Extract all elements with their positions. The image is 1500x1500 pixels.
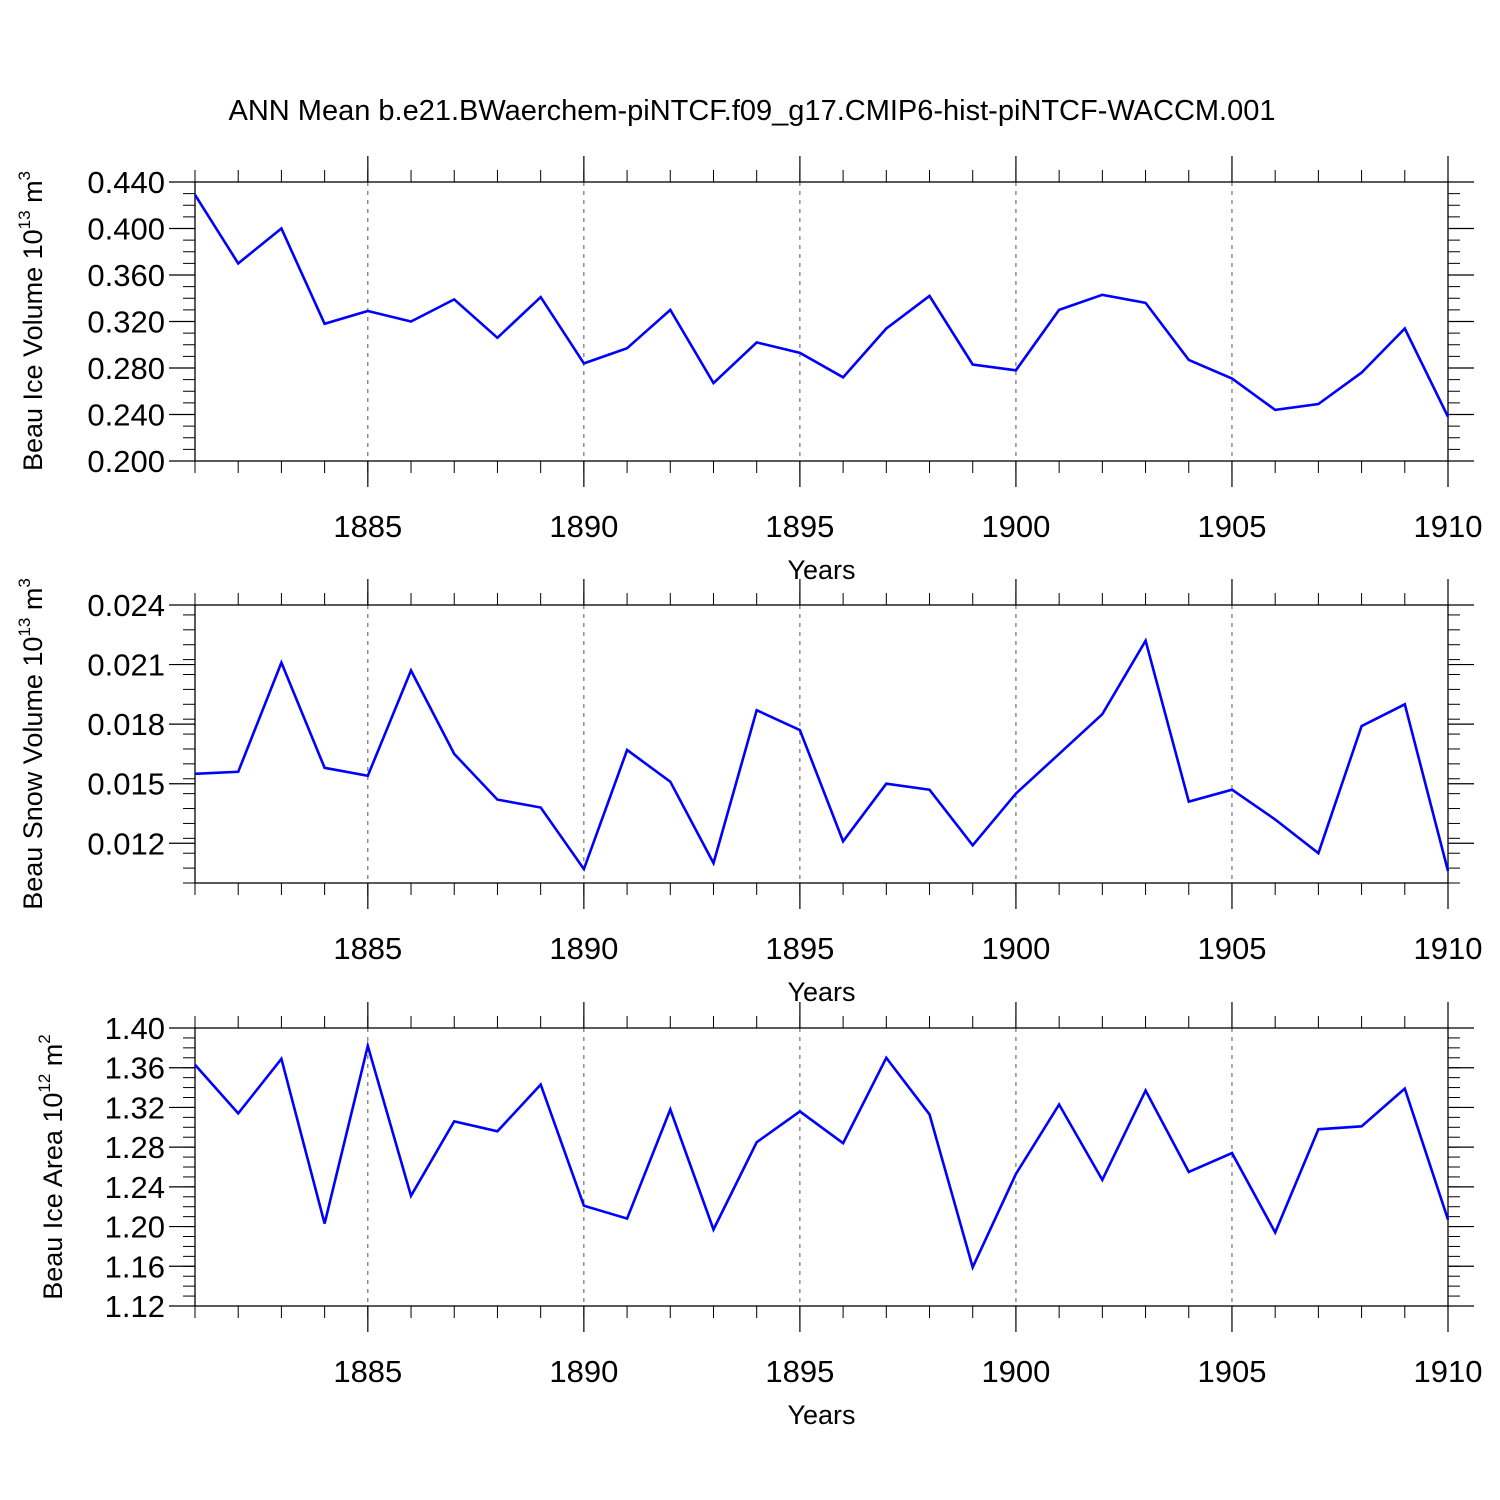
y-tick-label: 0.240 (87, 398, 165, 433)
x-tick-label: 1885 (333, 931, 402, 966)
y-tick-label: 1.36 (105, 1051, 165, 1086)
y-axis-title-unit: m (38, 1044, 68, 1074)
series-line (194, 1040, 1450, 1272)
figure-title: ANN Mean b.e21.BWaerchem-piNTCF.f09_g17.… (229, 95, 1276, 127)
y-tick-label: 0.200 (87, 444, 165, 479)
y-tick-label: 0.320 (87, 305, 165, 340)
plot-frame (194, 604, 1449, 884)
y-tick-label: 1.16 (105, 1249, 165, 1284)
y-axis-title-main: Beau Ice Volume 10 (18, 229, 48, 471)
x-tick-label: 1905 (1197, 1354, 1266, 1389)
x-tick-label: 1895 (765, 509, 834, 544)
y-axis-title-unit-exponent: 3 (15, 171, 34, 180)
y-tick-label: 0.400 (87, 212, 165, 247)
x-tick-label: 1910 (1414, 1354, 1483, 1389)
y-tick-label: 0.021 (87, 648, 165, 683)
series-line (194, 637, 1450, 872)
y-tick-label: 0.280 (87, 351, 165, 386)
y-tick-label: 1.24 (105, 1170, 165, 1205)
y-tick-label: 0.018 (87, 707, 165, 742)
y-tick-label: 1.40 (105, 1011, 165, 1046)
x-axis-title: Years (787, 1400, 855, 1430)
x-tick-label: 1885 (333, 1354, 402, 1389)
y-axis-title: Beau Snow Volume 1013 m3 (15, 578, 48, 910)
plot-frame (194, 1027, 1449, 1307)
x-axis-title: Years (787, 555, 855, 585)
plot-frame (194, 181, 1449, 462)
x-tick-label: 1900 (981, 931, 1050, 966)
x-tick-label: 1890 (549, 509, 618, 544)
x-tick-label: 1890 (549, 931, 618, 966)
y-tick-label: 1.28 (105, 1130, 165, 1165)
y-axis-title-exponent: 12 (35, 1074, 54, 1093)
y-tick-label: 1.20 (105, 1210, 165, 1245)
y-axis-title-unit-exponent: 2 (35, 1034, 54, 1043)
x-axis-title: Years (787, 977, 855, 1007)
x-tick-label: 1895 (765, 1354, 834, 1389)
y-tick-label: 1.32 (105, 1090, 165, 1125)
x-tick-label: 1905 (1197, 931, 1266, 966)
series-line (193, 194, 1450, 418)
y-tick-label: 0.360 (87, 258, 165, 293)
panel-ice-area: 1.12 1.16 1.20 1.24 1.28 1.32 1.36 1.40 1885 1890… (35, 1002, 1482, 1430)
x-tick-label: 1900 (981, 509, 1050, 544)
x-tick-label: 1895 (765, 931, 834, 966)
y-tick-label: 1.12 (105, 1289, 165, 1324)
x-tick-label: 1885 (333, 509, 402, 544)
y-tick-label: 0.024 (87, 588, 165, 623)
panel-ice-volume: 0.200 0.240 0.280 0.320 0.360 0.400 0.440 1885 1… (15, 156, 1482, 585)
y-axis-title-unit: m (18, 588, 48, 618)
y-axis-title-exponent: 13 (15, 618, 34, 637)
y-axis-title: Beau Ice Area 1012 m2 (35, 1034, 68, 1300)
y-axis-title-unit: m (18, 180, 48, 210)
x-tick-label: 1910 (1414, 509, 1483, 544)
x-tick-label: 1905 (1197, 509, 1266, 544)
y-axis-title-main: Beau Ice Area 10 (38, 1093, 68, 1300)
x-tick-label: 1900 (981, 1354, 1050, 1389)
y-axis-title-exponent: 13 (15, 210, 34, 229)
y-axis-title: Beau Ice Volume 1013 m3 (15, 171, 48, 471)
y-tick-label: 0.012 (87, 826, 165, 861)
y-axis-title-main: Beau Snow Volume 10 (18, 637, 48, 910)
y-tick-label: 0.015 (87, 767, 165, 802)
panel-snow-volume: 0.012 0.015 0.018 0.021 0.024 1885 1890 1895 190… (15, 578, 1482, 1007)
x-tick-label: 1890 (549, 1354, 618, 1389)
y-axis-title-unit-exponent: 3 (15, 578, 34, 587)
x-tick-label: 1910 (1414, 931, 1483, 966)
y-tick-label: 0.440 (87, 165, 165, 200)
